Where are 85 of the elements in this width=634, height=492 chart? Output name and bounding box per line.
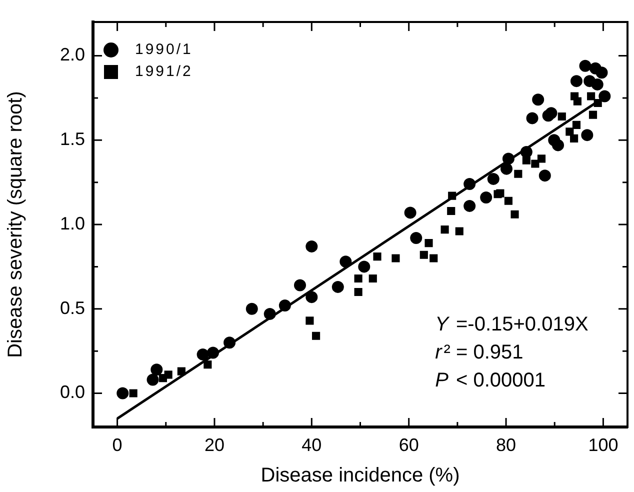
point <box>526 112 538 124</box>
point <box>312 332 320 340</box>
point <box>264 308 276 320</box>
point <box>430 254 438 262</box>
point <box>368 274 377 283</box>
x-tick-label: 0 <box>112 434 122 455</box>
point <box>196 348 209 360</box>
point <box>558 112 566 121</box>
point <box>598 90 611 102</box>
point <box>581 129 594 142</box>
point <box>440 226 449 234</box>
x-tick-label: 40 <box>302 434 322 455</box>
point <box>596 66 608 79</box>
point <box>204 360 212 369</box>
point <box>579 60 592 72</box>
x-tick-label: 20 <box>204 434 224 455</box>
y-tick-label: 2.0 <box>60 44 85 65</box>
point <box>532 94 544 106</box>
point <box>496 189 504 198</box>
point <box>358 260 370 273</box>
point <box>306 240 318 252</box>
point <box>129 389 138 398</box>
point <box>116 387 129 400</box>
y-axis-title: Disease severity (square root) <box>4 91 27 358</box>
point <box>224 336 236 349</box>
point <box>246 302 258 315</box>
point <box>520 146 532 158</box>
point <box>573 97 582 106</box>
point <box>545 107 558 120</box>
point <box>587 92 596 100</box>
point <box>500 162 513 175</box>
point <box>146 374 159 386</box>
point <box>278 300 291 312</box>
point <box>502 152 514 165</box>
point <box>591 78 604 90</box>
point <box>455 227 464 236</box>
point <box>420 250 428 259</box>
point <box>487 172 500 185</box>
annotation: r² = 0.951 <box>435 342 524 364</box>
point <box>306 316 314 325</box>
point <box>392 254 400 262</box>
y-tick-label: 1.5 <box>60 129 85 150</box>
point <box>424 239 433 248</box>
annotation: Y =-0.15+0.019X <box>435 314 588 336</box>
point <box>552 139 564 152</box>
point <box>306 291 318 304</box>
legend-label: 1991/2 <box>135 63 193 80</box>
y-tick-label: 0.5 <box>60 298 85 318</box>
point <box>514 170 522 178</box>
point <box>588 110 598 119</box>
point <box>373 252 382 261</box>
point <box>566 128 574 136</box>
x-tick-label: 60 <box>398 434 419 455</box>
y-tick-label: 0.0 <box>60 382 85 402</box>
point <box>448 192 456 200</box>
x-tick-label: 100 <box>588 434 618 455</box>
point <box>332 280 344 293</box>
point <box>510 210 519 218</box>
point <box>447 206 456 216</box>
y-tick-label: 1.0 <box>60 213 85 234</box>
point <box>410 232 422 244</box>
point <box>150 364 163 376</box>
legend-label: 1990/1 <box>135 41 193 58</box>
point <box>354 274 362 283</box>
point <box>464 178 476 190</box>
point <box>531 160 540 168</box>
point <box>158 374 168 382</box>
annotation: P < 0.00001 <box>435 370 546 392</box>
x-axis-title: Disease incidence (%) <box>260 464 460 487</box>
x-tick-label: 80 <box>496 434 516 455</box>
point <box>294 279 306 292</box>
point <box>207 346 220 359</box>
point <box>404 206 416 219</box>
point <box>340 256 352 268</box>
point <box>504 196 512 205</box>
point <box>572 120 581 129</box>
point <box>570 75 582 88</box>
point <box>354 288 362 296</box>
point <box>537 154 546 163</box>
point <box>464 200 476 212</box>
point <box>538 170 551 182</box>
point <box>594 98 602 108</box>
point <box>480 192 492 204</box>
point <box>177 367 186 376</box>
point <box>570 134 578 142</box>
